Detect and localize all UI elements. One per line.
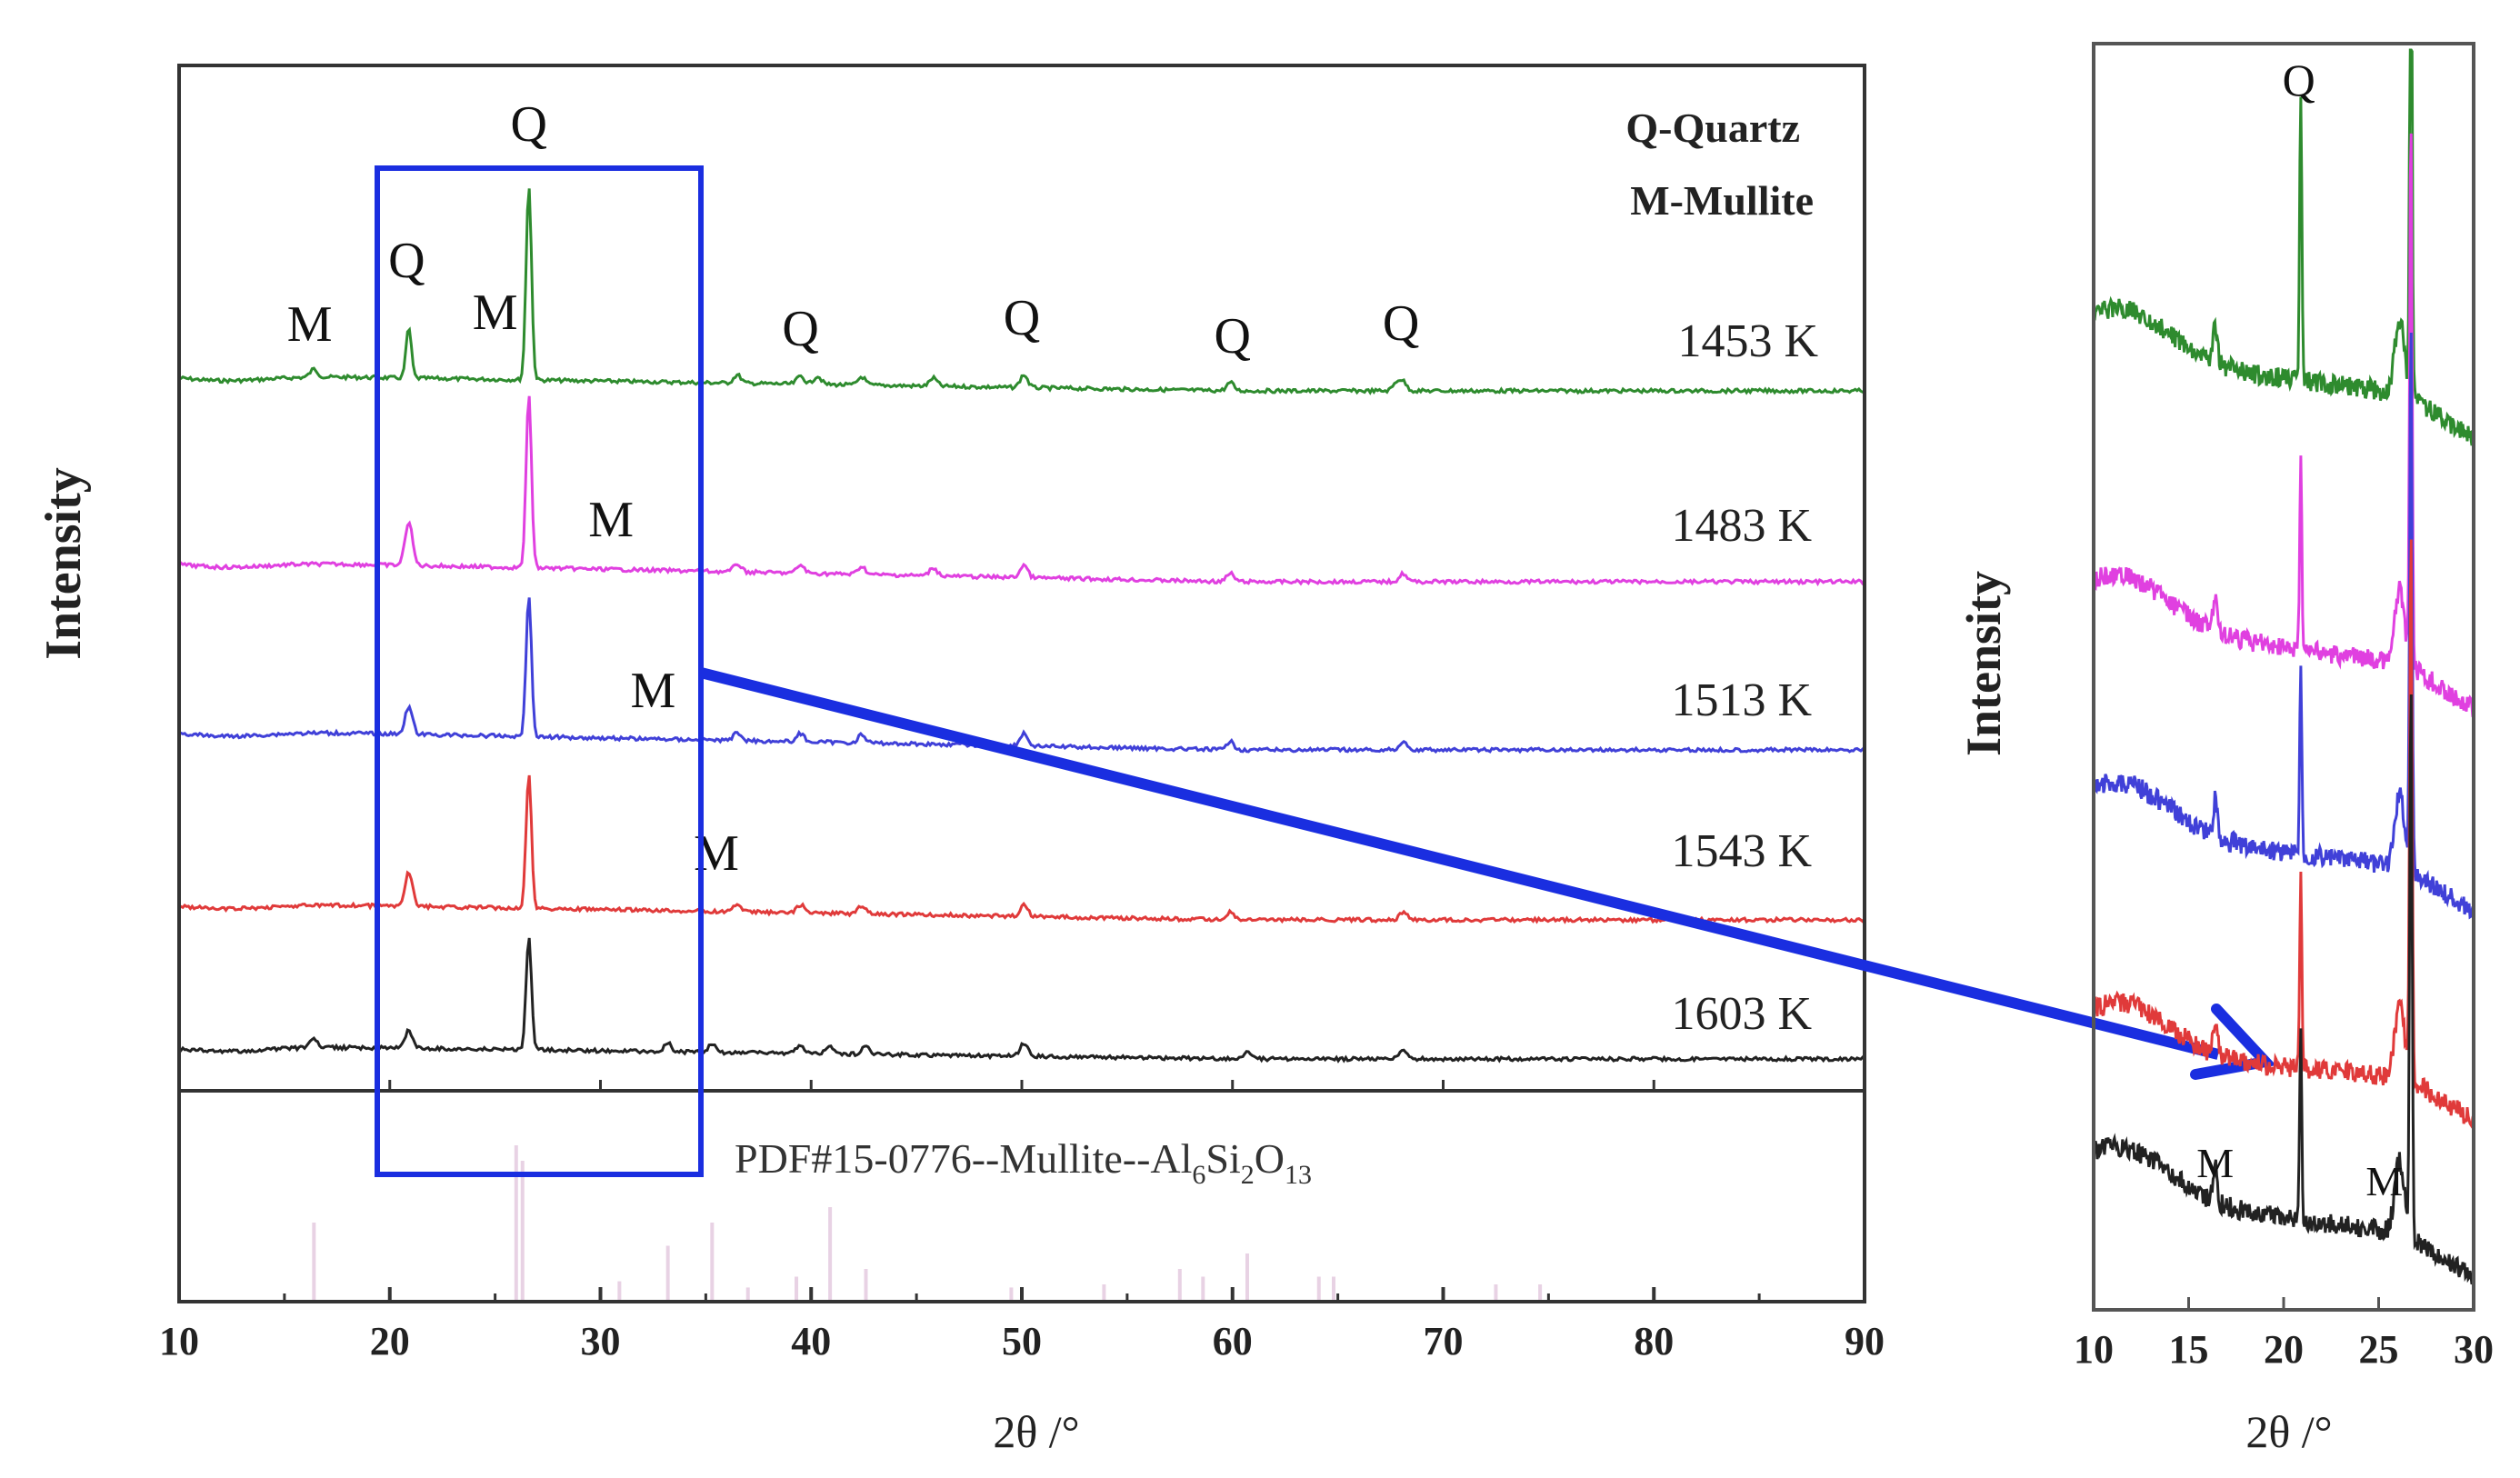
main-plot-frame	[177, 64, 1866, 1303]
zoom-region-box	[375, 165, 704, 1177]
inset-x-axis-label: 2θ /°	[2245, 1406, 2332, 1457]
x-tick-label: 70	[1424, 1319, 1464, 1363]
peak-label-Q: Q	[1215, 308, 1251, 365]
series-label-1543K: 1543 K	[1671, 825, 1812, 877]
main-x-axis-label: 2θ /°	[993, 1406, 1079, 1457]
legend-mullite: M-Mullite	[1630, 177, 1814, 224]
x-tick-label: 90	[1845, 1319, 1885, 1363]
trace-1513K	[178, 597, 1866, 754]
inset-peak-label-M: M	[2196, 1140, 2234, 1186]
trace-1603K	[177, 937, 1866, 1064]
peak-label-Q: Q	[1004, 290, 1040, 346]
zoom-arrow	[699, 667, 2220, 1060]
x-tick-label: 50	[1002, 1319, 1042, 1363]
peak-label-M: M	[588, 492, 634, 548]
inset-trace-1543K	[2092, 539, 2475, 1131]
inset-trace-1483K	[2092, 133, 2475, 717]
trace-1453K	[178, 188, 1865, 395]
series-label-1453K: 1453 K	[1677, 315, 1818, 367]
peak-label-M: M	[287, 296, 333, 353]
x-tick-label: 60	[1213, 1319, 1253, 1363]
peak-label-Q: Q	[1383, 295, 1419, 352]
trace-1543K	[178, 774, 1866, 924]
inset-peak-annotations: Q M M	[2196, 55, 2403, 1204]
main-traces	[177, 188, 1866, 1064]
inset-x-tick-label: 10	[2074, 1327, 2114, 1372]
x-tick-label: 30	[581, 1319, 621, 1363]
inset-trace-1453K	[2092, 48, 2475, 446]
main-x-ticks: 10 20 30 40 50 60 70 80 90	[159, 1080, 1885, 1363]
inset-x-tick-label: 15	[2169, 1327, 2209, 1372]
inset-peak-label-Q: Q	[2283, 55, 2315, 105]
main-y-axis-label: Intensity	[35, 467, 92, 660]
peak-label-Q: Q	[388, 233, 425, 289]
inset-x-tick-label: 30	[2454, 1327, 2494, 1372]
legend-quartz: Q-Quartz	[1625, 105, 1800, 151]
inset-y-axis-label: Intensity	[1956, 571, 2011, 756]
x-tick-label: 40	[791, 1319, 831, 1363]
inset-traces	[2092, 48, 2475, 1285]
x-tick-label: 20	[370, 1319, 410, 1363]
inset-x-tick-label: 20	[2264, 1327, 2304, 1372]
inset-trace-1603K	[2092, 694, 2475, 1285]
series-label-1603K: 1603 K	[1671, 988, 1812, 1040]
x-tick-label: 10	[159, 1319, 199, 1363]
series-label-1483K: 1483 K	[1671, 500, 1812, 552]
series-label-1513K: 1513 K	[1671, 674, 1812, 726]
trace-1483K	[177, 395, 1865, 587]
reference-label: PDF#15-0776--Mullite--Al6Si2O13	[735, 1135, 1312, 1190]
inset-x-tick-label: 25	[2359, 1327, 2399, 1372]
peak-label-Q: Q	[510, 96, 546, 153]
x-tick-label: 80	[1634, 1319, 1674, 1363]
inset-peak-label-M: M	[2365, 1158, 2403, 1204]
inset-trace-1513K	[2092, 332, 2475, 920]
peak-label-M: M	[473, 285, 518, 341]
peak-label-Q: Q	[782, 301, 818, 357]
inset-x-ticks: 10 15 20 25 30	[2074, 1297, 2494, 1372]
peak-label-M: M	[631, 663, 676, 719]
